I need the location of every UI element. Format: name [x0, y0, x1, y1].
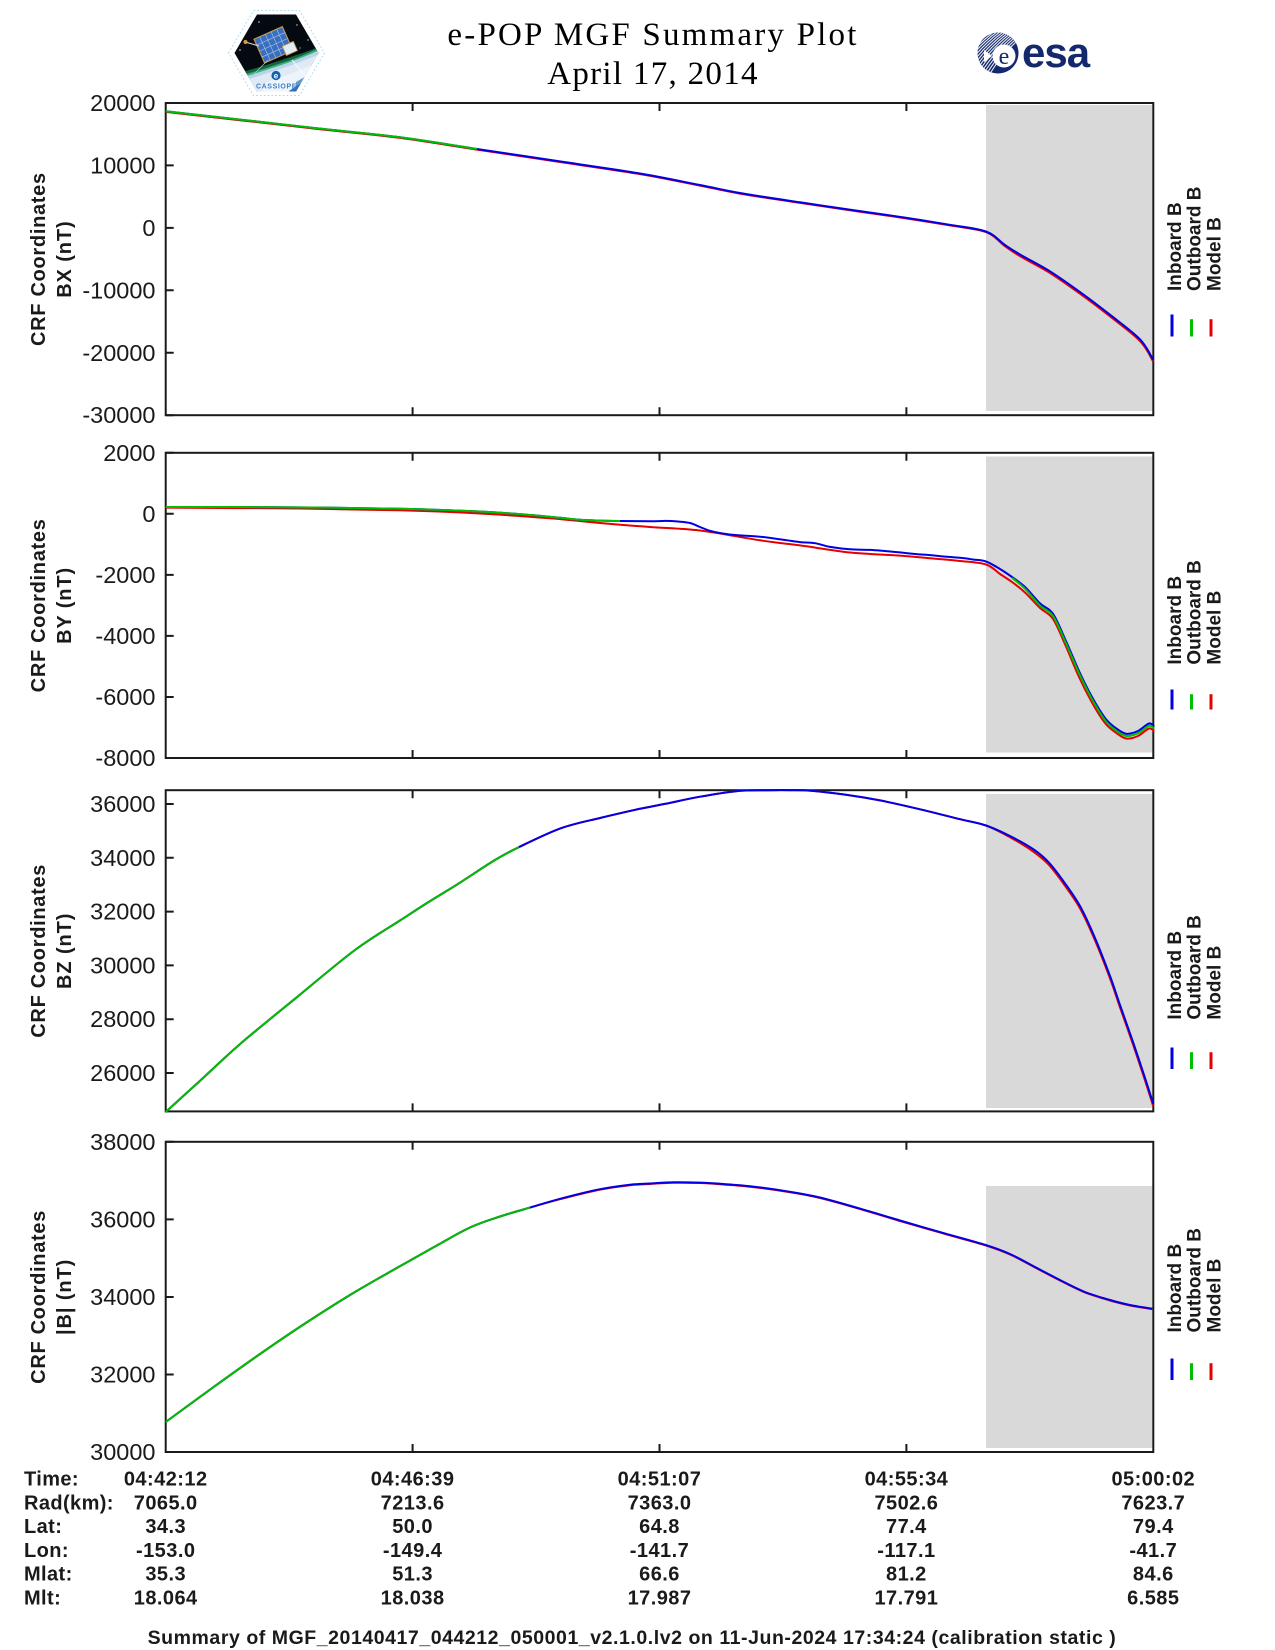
svg-text:34000: 34000 — [90, 845, 155, 871]
svg-text:34000: 34000 — [90, 1284, 155, 1310]
svg-text:CRF Coordinates: CRF Coordinates — [28, 172, 50, 346]
svg-text:Inboard B: Inboard B — [1165, 931, 1186, 1020]
svg-text:7623.7: 7623.7 — [1121, 1493, 1185, 1515]
svg-text:Model B: Model B — [1205, 1259, 1226, 1333]
svg-text:-20000: -20000 — [82, 340, 155, 366]
svg-text:-6000: -6000 — [95, 684, 155, 710]
svg-text:36000: 36000 — [90, 791, 155, 817]
svg-text:26000: 26000 — [90, 1060, 155, 1086]
svg-text:Lon:: Lon: — [24, 1540, 69, 1562]
svg-text:79.4: 79.4 — [1133, 1516, 1174, 1538]
svg-text:05:00:02: 05:00:02 — [1111, 1469, 1195, 1491]
svg-text:Rad(km):: Rad(km): — [24, 1493, 114, 1515]
svg-text:18.038: 18.038 — [381, 1588, 445, 1610]
svg-text:-153.0: -153.0 — [136, 1540, 195, 1562]
svg-text:CRF Coordinates: CRF Coordinates — [28, 864, 50, 1038]
svg-text:Model B: Model B — [1205, 946, 1226, 1020]
svg-text:7363.0: 7363.0 — [628, 1493, 692, 1515]
svg-text:-149.4: -149.4 — [383, 1540, 443, 1562]
svg-text:04:46:39: 04:46:39 — [371, 1469, 455, 1491]
svg-text:36000: 36000 — [90, 1206, 155, 1232]
svg-text:CRF Coordinates: CRF Coordinates — [28, 1210, 50, 1384]
svg-text:50.0: 50.0 — [392, 1516, 433, 1538]
svg-text:esa: esa — [1022, 29, 1091, 76]
svg-text:6.585: 6.585 — [1127, 1588, 1179, 1610]
svg-text:7213.6: 7213.6 — [381, 1493, 445, 1515]
svg-text:Time:: Time: — [24, 1469, 79, 1491]
svg-text:-30000: -30000 — [82, 402, 155, 428]
svg-text:Model B: Model B — [1205, 591, 1226, 665]
svg-text:Outboard B: Outboard B — [1185, 187, 1206, 292]
svg-text:Inboard B: Inboard B — [1165, 1244, 1186, 1333]
svg-text:e-POP MGF Summary Plot: e-POP MGF Summary Plot — [447, 17, 858, 53]
svg-text:-41.7: -41.7 — [1129, 1540, 1177, 1562]
svg-text:64.8: 64.8 — [639, 1516, 680, 1538]
svg-text:BY (nT): BY (nT) — [54, 567, 76, 644]
svg-text:-2000: -2000 — [95, 562, 155, 588]
svg-text:18.064: 18.064 — [134, 1588, 198, 1610]
svg-text:10000: 10000 — [90, 152, 155, 178]
svg-text:30000: 30000 — [90, 952, 155, 978]
svg-text:81.2: 81.2 — [886, 1564, 927, 1586]
svg-text:51.3: 51.3 — [392, 1564, 433, 1586]
svg-text:Model B: Model B — [1205, 217, 1226, 291]
svg-text:17.987: 17.987 — [628, 1588, 692, 1610]
svg-text:BZ (nT): BZ (nT) — [54, 913, 76, 989]
svg-text:Outboard B: Outboard B — [1185, 1228, 1206, 1333]
svg-text:Mlt:: Mlt: — [24, 1588, 61, 1610]
svg-text:2000: 2000 — [103, 440, 155, 466]
svg-text:84.6: 84.6 — [1133, 1564, 1174, 1586]
svg-text:32000: 32000 — [90, 1362, 155, 1388]
svg-text:66.6: 66.6 — [639, 1564, 680, 1586]
svg-text:-117.1: -117.1 — [877, 1540, 935, 1562]
svg-text:04:51:07: 04:51:07 — [618, 1469, 702, 1491]
svg-text:04:55:34: 04:55:34 — [865, 1469, 949, 1491]
svg-text:0: 0 — [142, 215, 155, 241]
svg-text:30000: 30000 — [90, 1439, 155, 1465]
svg-text:Inboard B: Inboard B — [1165, 576, 1186, 665]
svg-text:-141.7: -141.7 — [630, 1540, 689, 1562]
svg-text:38000: 38000 — [90, 1129, 155, 1155]
svg-text:CASSIOPE: CASSIOPE — [256, 84, 297, 91]
svg-text:-8000: -8000 — [95, 745, 155, 771]
svg-text:April 17, 2014: April 17, 2014 — [547, 56, 759, 92]
svg-text:0: 0 — [142, 501, 155, 527]
svg-text:34.3: 34.3 — [145, 1516, 186, 1538]
svg-text:e: e — [999, 44, 1010, 70]
svg-text:-10000: -10000 — [82, 277, 155, 303]
svg-text:35.3: 35.3 — [145, 1564, 186, 1586]
svg-text:Lat:: Lat: — [24, 1516, 62, 1538]
svg-text:28000: 28000 — [90, 1006, 155, 1032]
svg-text:|B| (nT): |B| (nT) — [54, 1259, 76, 1335]
svg-text:Inboard B: Inboard B — [1165, 202, 1186, 291]
svg-text:Mlat:: Mlat: — [24, 1564, 73, 1586]
svg-text:Summary of MGF_20140417_044212: Summary of MGF_20140417_044212_050001_v2… — [148, 1627, 1117, 1649]
svg-text:-4000: -4000 — [95, 623, 155, 649]
svg-text:04:42:12: 04:42:12 — [124, 1469, 208, 1491]
svg-text:17.791: 17.791 — [874, 1588, 938, 1610]
svg-text:20000: 20000 — [90, 90, 155, 116]
svg-text:32000: 32000 — [90, 899, 155, 925]
svg-text:BX (nT): BX (nT) — [54, 220, 76, 297]
svg-text:77.4: 77.4 — [886, 1516, 927, 1538]
svg-text:Outboard B: Outboard B — [1185, 915, 1206, 1020]
svg-text:Outboard B: Outboard B — [1185, 560, 1206, 665]
svg-text:7065.0: 7065.0 — [134, 1493, 198, 1515]
svg-text:7502.6: 7502.6 — [874, 1493, 938, 1515]
svg-text:e: e — [274, 72, 279, 81]
svg-text:CRF Coordinates: CRF Coordinates — [28, 518, 50, 692]
